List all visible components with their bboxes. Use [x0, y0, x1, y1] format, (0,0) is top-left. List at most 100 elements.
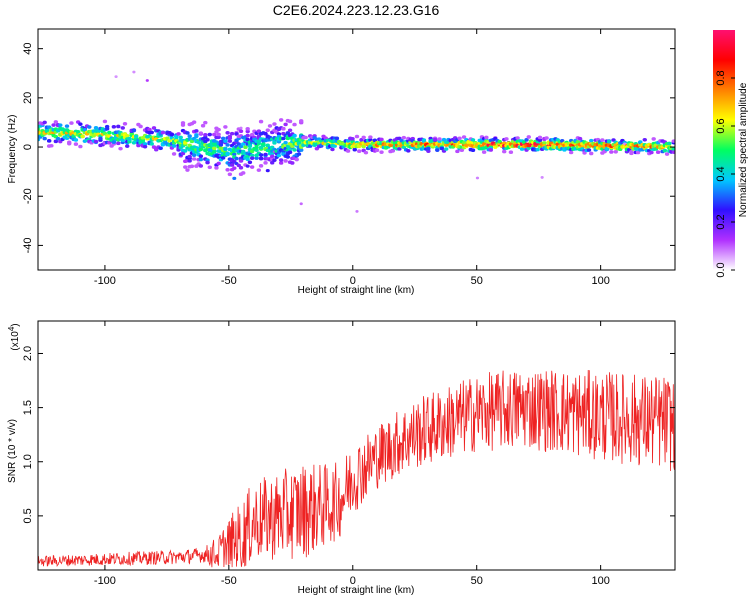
spectrogram-cell [294, 157, 299, 162]
spectrogram-cell [205, 160, 210, 165]
spectrogram-cell [276, 153, 282, 158]
spectrogram-cell [334, 136, 340, 141]
spectrogram-cell [296, 152, 302, 156]
spectrogram-cell [238, 159, 244, 163]
spectrogram-cell [207, 165, 212, 170]
spectrogram-y-ticks: -40 -20 0 20 40 [22, 43, 675, 253]
spectrogram-cell [122, 122, 128, 126]
spectrogram-cell [263, 152, 268, 157]
colorbar-label: Normalized spectral amplitude [738, 82, 749, 217]
spectrogram-cell [102, 119, 108, 124]
spectrogram-cell [287, 128, 293, 133]
x-tick-label: 50 [471, 275, 483, 287]
spectrogram-cell [203, 133, 208, 137]
spectrogram-cell [265, 143, 270, 148]
spectrogram-cell [444, 147, 449, 151]
spectrogram-cell [258, 153, 264, 157]
spectrogram-cell [455, 149, 460, 154]
spectrogram-cell [232, 166, 237, 170]
spectrogram-cell [671, 139, 675, 143]
spectrogram-cell [167, 138, 172, 143]
spectrogram-cell [287, 150, 293, 155]
snr-frame [37, 320, 676, 571]
spectrogram-cell [247, 144, 253, 149]
spectrogram-cell [421, 138, 427, 142]
spectrogram-cell [526, 146, 531, 150]
spectrogram-cell [432, 137, 438, 142]
spectrogram-cell [283, 140, 288, 145]
spectrogram-cell [183, 149, 188, 153]
spectrogram-cell [198, 131, 204, 135]
spectrogram-cell [488, 148, 494, 152]
spectrogram-cell [515, 136, 520, 140]
spectrogram-cell [247, 160, 253, 165]
y-tick-label: -40 [22, 237, 34, 253]
spectrogram-cell [114, 75, 118, 79]
spectrogram-cell [198, 147, 204, 152]
spectrogram-cell [638, 140, 643, 144]
spectrogram-cell [671, 147, 675, 152]
x-tick-label: 0 [350, 275, 356, 287]
spectrogram-cell [232, 176, 237, 180]
spectrogram-cell [254, 145, 259, 150]
spectrogram-cell [191, 157, 197, 161]
spectrogram-cell [73, 142, 79, 146]
spectrogram-cell [120, 138, 125, 143]
spectrogram-cell [131, 128, 137, 133]
spectrogram-cell [183, 141, 188, 145]
spectrogram-cell [261, 142, 266, 146]
spectrogram-cell [361, 144, 366, 149]
spectrogram-cell [245, 133, 250, 138]
x-tick-label: -100 [94, 575, 116, 587]
spectrogram-cell [249, 156, 255, 160]
spectrogram-cell [176, 132, 181, 136]
spectrogram-cell [138, 124, 143, 129]
spectrogram-cell [189, 139, 195, 144]
spectrogram-cell [149, 142, 154, 146]
spectrogram-cell [283, 159, 288, 163]
spectrogram-cell [397, 147, 402, 151]
spectrogram-cell [178, 135, 183, 140]
spectrogram-cell [263, 161, 268, 165]
spectrogram-cell [136, 143, 141, 148]
spectrogram-cell [198, 164, 204, 168]
spectrogram-cell [120, 126, 125, 130]
spectrogram-cell [290, 161, 295, 165]
spectrogram-cell [278, 161, 284, 165]
spectrogram-cell [526, 135, 531, 139]
spectrogram-cell [147, 127, 152, 132]
spectrogram-cell [249, 132, 255, 137]
spectrogram-cell [285, 155, 291, 159]
spectrogram-cell [600, 138, 605, 142]
spectrogram-cell [258, 119, 264, 124]
spectrogram-cell [53, 139, 59, 144]
spectrogram-cell [586, 148, 592, 152]
spectrogram-cell [283, 122, 288, 127]
spectrogram-cell [330, 147, 335, 152]
spectrogram-cell [254, 148, 259, 152]
spectrogram-cell [225, 167, 230, 172]
spectrogram-cell [299, 202, 303, 206]
spectrogram-cell [145, 79, 149, 82]
spectrogram-cell [67, 141, 72, 146]
spectrogram-cell [258, 156, 264, 161]
spectrogram-cell [245, 127, 250, 131]
spectrogram-cell [58, 123, 63, 127]
spectrogram-cell [151, 126, 157, 130]
spectrogram-cell [180, 121, 186, 125]
spectrogram-cell [183, 165, 188, 169]
spectrogram-cell [613, 149, 618, 154]
spectrogram-cell [508, 150, 514, 154]
spectrogram-cell [46, 139, 52, 143]
colorbar-tick-label: 0.0 [715, 262, 727, 277]
spectrogram-cell [361, 135, 366, 140]
spectrogram-cell [198, 154, 204, 159]
spectrogram-cell [437, 137, 442, 141]
snr-background [38, 321, 675, 570]
spectrogram-cell [470, 138, 476, 142]
spectrogram-cell [227, 139, 233, 143]
spectrogram-cell [263, 131, 268, 136]
spectrogram-cell [249, 153, 255, 158]
spectrogram-cell [278, 158, 284, 162]
